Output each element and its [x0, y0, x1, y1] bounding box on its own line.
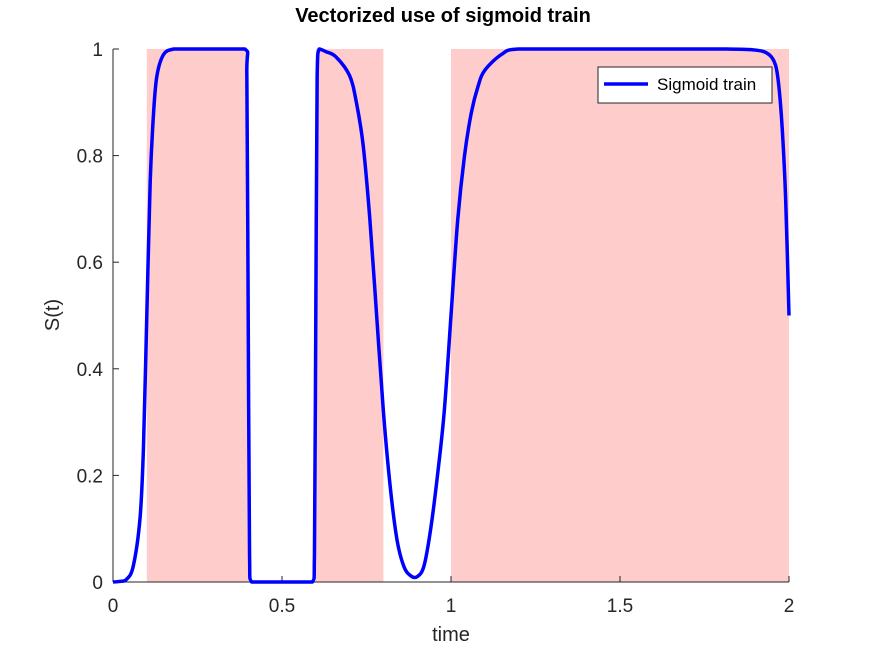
legend: Sigmoid train — [597, 66, 773, 104]
shaded-interval-1 — [146, 49, 249, 582]
y-tick-label: 0.2 — [77, 466, 103, 487]
y-tick-label: 0.8 — [77, 147, 103, 168]
y-tick-label: 0.6 — [77, 253, 103, 274]
x-tick-label: 0.5 — [269, 596, 295, 617]
y-tick-label: 1 — [92, 40, 103, 61]
legend-label-sigmoid-train: Sigmoid train — [657, 75, 756, 94]
x-tick-label: 1.5 — [607, 596, 633, 617]
y-ticks: 0 0.2 0.4 0.6 0.8 1 — [77, 40, 119, 594]
x-axis-label: time — [432, 624, 470, 646]
y-axis-label: S(t) — [42, 299, 64, 331]
y-tick-label: 0 — [92, 573, 103, 594]
x-ticks: 0 0.5 1 1.5 2 — [108, 576, 795, 617]
series-line-sigmoid-train — [112, 47, 791, 584]
x-tick-label: 2 — [784, 596, 795, 617]
series-layer — [112, 47, 791, 584]
shaded-interval-2 — [315, 49, 384, 582]
x-tick-label: 1 — [446, 596, 457, 617]
shaded-interval-3 — [451, 49, 789, 582]
shaded-intervals — [146, 49, 789, 582]
x-tick-label: 0 — [108, 596, 119, 617]
chart-title: Vectorized use of sigmoid train — [295, 5, 591, 27]
y-tick-label: 0.4 — [77, 360, 104, 381]
